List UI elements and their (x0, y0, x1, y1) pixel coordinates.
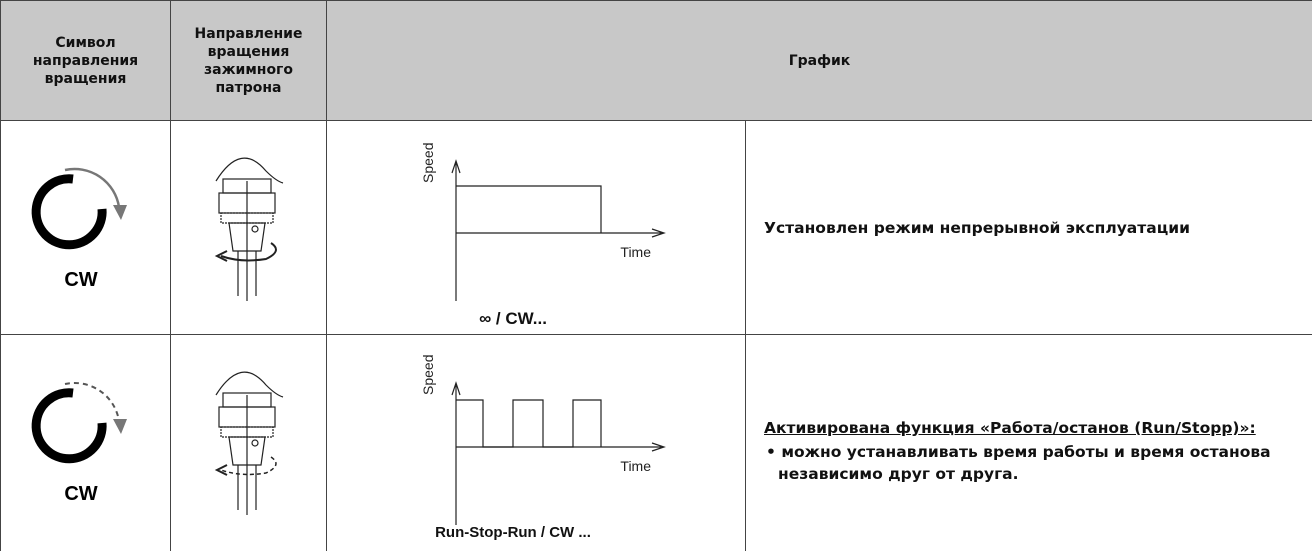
chuck-drawing (171, 335, 327, 547)
x-axis-label: Time (620, 458, 651, 474)
description-title: Активирована функция «Работа/останов (Ru… (764, 419, 1312, 437)
chuck-drawing (171, 121, 327, 330)
rotation-symbol: CW (1, 335, 171, 547)
table-row: CW Speed Time ∞ / CW... Установлен режим… (1, 121, 1312, 335)
speed-graph: Speed Time Run-Stop-Run / CW ... (327, 335, 746, 547)
symbol-label: CW (64, 483, 97, 505)
symbol-label: CW (64, 269, 97, 291)
symbol-cell: CW (1, 335, 171, 551)
speed-graph: Speed Time ∞ / CW... (327, 121, 746, 330)
header-line: патрона (171, 79, 326, 97)
description-cell: Активирована функция «Работа/останов (Ru… (746, 335, 1312, 551)
page: Символнаправлениявращения Направлениевра… (0, 0, 1312, 542)
header-line: График (327, 52, 1312, 70)
rotation-symbol: CW (1, 121, 171, 330)
header-line: зажимного (171, 61, 326, 79)
bullet-item: можно устанавливать время работы и время… (764, 441, 1298, 485)
description-cell: Установлен режим непрерывной эксплуатаци… (746, 121, 1312, 335)
mode-table: Символнаправлениявращения Направлениевра… (0, 0, 1312, 551)
table-row: CW Speed Time Run-Stop-Run / CW ... Акти… (1, 335, 1312, 551)
header-line: направления (1, 52, 170, 70)
y-axis-label: Speed (420, 143, 436, 183)
chuck-cell (171, 335, 327, 551)
symbol-cell: CW (1, 121, 171, 335)
header-line: вращения (1, 70, 170, 88)
bullet-list: можно устанавливать время работы и время… (764, 441, 1312, 485)
graph-caption: Run-Stop-Run / CW ... (435, 524, 591, 541)
graph-cell: Speed Time ∞ / CW... (327, 121, 746, 335)
header-cell: График (327, 1, 1312, 121)
x-axis-label: Time (620, 244, 651, 260)
y-axis-label: Speed (420, 355, 436, 395)
graph-cell: Speed Time Run-Stop-Run / CW ... (327, 335, 746, 551)
header-line: вращения (171, 43, 326, 61)
graph-caption: ∞ / CW... (479, 309, 547, 328)
header-line: Направление (171, 25, 326, 43)
header-line: Символ (1, 34, 170, 52)
description: Установлен режим непрерывной эксплуатаци… (764, 219, 1190, 237)
chuck-cell (171, 121, 327, 335)
